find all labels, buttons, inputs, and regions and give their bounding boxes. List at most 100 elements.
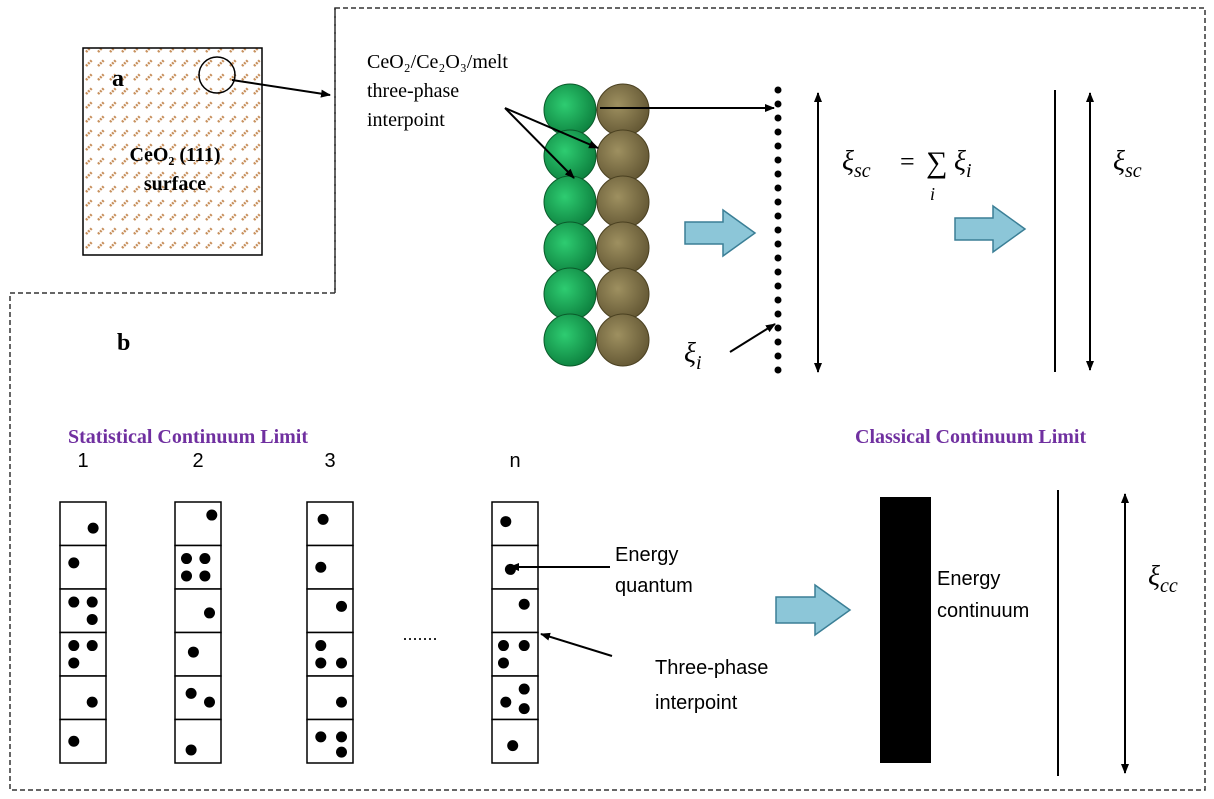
- pointer-arrow: [541, 634, 612, 656]
- quantum-dot: [206, 510, 217, 521]
- state-box: [175, 676, 221, 720]
- ellipsis: .......: [402, 624, 437, 644]
- symbol: ξ: [1113, 146, 1125, 177]
- quantum-dot: [87, 697, 98, 708]
- ce-sphere: [597, 176, 649, 228]
- ce-sphere: [597, 130, 649, 182]
- interpoint-dot: [775, 241, 782, 248]
- panel-label: b: [117, 330, 130, 356]
- quantum-dot: [186, 688, 197, 699]
- state-box: [307, 589, 353, 633]
- interpoint-dot: [775, 157, 782, 164]
- panel-a: a CeO₂ (111) surface: [83, 48, 330, 255]
- phase-label: three-phase: [367, 80, 459, 102]
- state-box: [60, 589, 106, 633]
- interpoint-dot: [775, 297, 782, 304]
- quantum-dot: [68, 657, 79, 668]
- quantum-dot: [186, 744, 197, 755]
- quantum-dot: [519, 599, 530, 610]
- quantum-dot: [199, 570, 210, 581]
- note: Energy: [937, 568, 1000, 590]
- quantum-dot: [500, 697, 511, 708]
- subscript: sc: [1125, 160, 1142, 182]
- xi-sc: ξsc: [1113, 146, 1142, 182]
- interpoint-dot: [775, 101, 782, 108]
- section-title: Statistical Continuum Limit: [68, 426, 308, 448]
- interpoint-dot: [775, 339, 782, 346]
- eq-equals: =: [900, 147, 915, 176]
- subscript: i: [966, 160, 972, 182]
- block-arrow: [685, 210, 755, 256]
- quantum-columns: 1 2 3 n: [60, 450, 538, 763]
- state-box: [175, 546, 221, 590]
- ce-sphere: [544, 222, 596, 274]
- quantum-dot: [87, 640, 98, 651]
- interpoint-dot: [775, 143, 782, 150]
- ce-sphere: [544, 314, 596, 366]
- quantum-dot: [68, 640, 79, 651]
- state-box: [492, 502, 538, 546]
- column-label: 3: [324, 450, 335, 472]
- quantum-dot: [336, 731, 347, 742]
- note: Energy: [615, 544, 678, 566]
- interpoint-dot: [775, 129, 782, 136]
- interpoint-dot: [775, 227, 782, 234]
- interpoint-dot: [775, 353, 782, 360]
- state-box: [492, 633, 538, 677]
- interpoint-dot: [775, 87, 782, 94]
- quantum-dot: [68, 597, 79, 608]
- interpoint-dot: [775, 115, 782, 122]
- ce-sphere: [597, 222, 649, 274]
- quantum-dot: [336, 601, 347, 612]
- note: continuum: [937, 600, 1029, 622]
- column-label: n: [509, 450, 520, 472]
- quantum-dot: [315, 731, 326, 742]
- interpoint-dot: [775, 185, 782, 192]
- section-title: Classical Continuum Limit: [855, 426, 1086, 448]
- state-box: [307, 546, 353, 590]
- quantum-dot: [500, 516, 511, 527]
- state-box: [307, 502, 353, 546]
- state-box: [307, 676, 353, 720]
- quantum-dot: [204, 697, 215, 708]
- quantum-dot: [199, 553, 210, 564]
- interpoint-dot: [775, 199, 782, 206]
- state-box: [307, 633, 353, 677]
- quantum-dot: [181, 570, 192, 581]
- pointer-arrow: [730, 324, 775, 352]
- diagram: a CeO₂ (111) surface CeO₂/Ce₂O₃/melt thr…: [0, 0, 1214, 799]
- surface-label: CeO₂ (111): [130, 144, 221, 166]
- note: quantum: [615, 575, 693, 597]
- phase-label: interpoint: [367, 109, 445, 131]
- quantum-dot: [188, 647, 199, 658]
- block-arrow: [776, 585, 850, 635]
- symbol: ξ: [684, 338, 696, 369]
- state-box: [175, 720, 221, 764]
- quantum-dot: [505, 564, 516, 575]
- quantum-dot: [336, 657, 347, 668]
- column-label: 1: [77, 450, 88, 472]
- state-box: [60, 633, 106, 677]
- quantum-dot: [315, 562, 326, 573]
- phase-label: CeO₂/Ce₂O₃/melt: [367, 51, 508, 73]
- column-label: 2: [192, 450, 203, 472]
- quantum-dot: [181, 553, 192, 564]
- state-box: [492, 676, 538, 720]
- interpoint-dot: [775, 255, 782, 262]
- state-box: [60, 546, 106, 590]
- note: interpoint: [655, 692, 738, 714]
- ce-sphere: [597, 268, 649, 320]
- interpoint-dot: [775, 283, 782, 290]
- state-box: [175, 502, 221, 546]
- state-box: [60, 720, 106, 764]
- interpoint-dot: [775, 325, 782, 332]
- quantum-dot: [315, 640, 326, 651]
- quantum-dot: [68, 557, 79, 568]
- panel-b: b Statistical Continuum Limit Classical …: [60, 330, 1178, 776]
- subscript: i: [696, 352, 702, 374]
- quantum-dot: [498, 640, 509, 651]
- state-box: [492, 589, 538, 633]
- state-box: [307, 720, 353, 764]
- ce-sphere: [544, 176, 596, 228]
- interpoint-dot: [775, 269, 782, 276]
